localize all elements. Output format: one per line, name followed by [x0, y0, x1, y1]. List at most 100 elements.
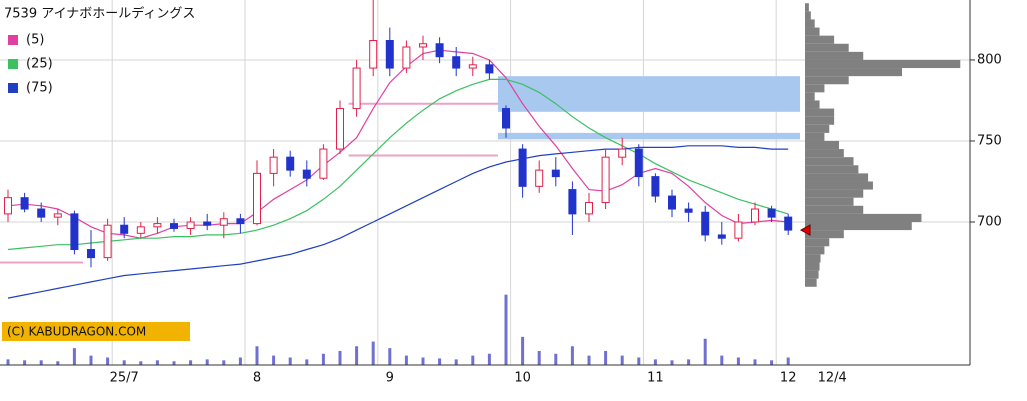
- candle-body: [53, 213, 62, 218]
- candle-body: [37, 208, 46, 218]
- profile-bar: [805, 27, 820, 36]
- candle-body: [219, 218, 228, 226]
- volume-bar: [537, 350, 541, 365]
- x-tick-label: 25/7: [110, 371, 139, 386]
- candle-body: [618, 148, 627, 158]
- candle-body: [253, 172, 261, 225]
- labels-layer: 700 750 800 25/7 8 9 10 11 12 12/4 (5) (25) (75): [8, 33, 1002, 386]
- candle-body: [601, 156, 610, 204]
- y-tick-label: 800: [977, 52, 1002, 67]
- candle-body: [634, 148, 643, 178]
- candle-body: [369, 40, 378, 69]
- candle-layer: [4, 0, 793, 268]
- volume-bar: [39, 360, 43, 365]
- candle-body: [767, 208, 776, 218]
- profile-bar: [805, 124, 830, 133]
- volume-bar: [321, 353, 325, 365]
- volume-bar: [604, 350, 608, 365]
- profile-bar: [805, 140, 839, 150]
- profile-bar: [805, 92, 815, 101]
- volume-bar: [786, 357, 790, 365]
- volume-bar: [56, 361, 60, 365]
- profile-bar: [805, 68, 903, 77]
- volume-bar: [106, 357, 110, 365]
- profile-bar: [805, 173, 869, 182]
- profile-bar: [805, 84, 825, 93]
- legend-label: (25): [26, 57, 53, 72]
- zones-layer: [0, 3, 961, 287]
- volume-bar: [355, 346, 359, 365]
- volume-bar: [471, 355, 475, 365]
- volume-bar: [521, 336, 525, 365]
- volume-bar: [687, 359, 691, 365]
- volume-bar: [753, 359, 757, 365]
- candle-body: [518, 148, 527, 187]
- x-tick-label: 12: [780, 371, 797, 386]
- volume-bar: [504, 294, 508, 365]
- profile-bar: [805, 189, 864, 198]
- candle-body: [485, 64, 494, 74]
- chart-title: 7539 アイナボホールディングス: [4, 6, 195, 22]
- candle-body: [668, 195, 676, 210]
- x-tick-label: 11: [647, 371, 664, 386]
- volume-bar: [255, 346, 259, 365]
- volume-bar: [620, 355, 624, 365]
- legend-swatch: [8, 35, 18, 45]
- legend-swatch: [8, 83, 18, 93]
- volume-layer: [6, 294, 790, 365]
- profile-bar: [805, 3, 809, 12]
- profile-bar: [805, 197, 854, 206]
- volume-bar: [222, 360, 226, 365]
- volume-bar: [205, 359, 209, 365]
- legend-label: (5): [26, 33, 44, 48]
- y-tick-label: 750: [977, 133, 1002, 148]
- volume-bar: [23, 360, 27, 365]
- profile-bar: [805, 116, 835, 125]
- ma-line: [7, 145, 789, 299]
- candle-body: [419, 43, 427, 48]
- candle-body: [153, 223, 162, 228]
- volume-bar: [6, 359, 10, 365]
- candle-body: [385, 40, 394, 69]
- last-price-marker: [799, 224, 811, 236]
- profile-bar: [805, 230, 844, 239]
- profile-bar: [805, 149, 844, 158]
- profile-bar: [805, 238, 830, 247]
- volume-bar: [189, 360, 193, 365]
- profile-bar: [805, 11, 811, 20]
- volume-bar: [288, 357, 292, 365]
- profile-bar: [805, 76, 849, 85]
- ma-line: [7, 49, 789, 239]
- candle-body: [352, 67, 361, 110]
- x-tick-label: 9: [386, 371, 394, 386]
- volume-bar: [89, 355, 93, 365]
- candle-body: [435, 43, 444, 58]
- x-last-date: 12/4: [818, 371, 847, 386]
- candle-body: [468, 64, 477, 69]
- candle-body: [302, 169, 311, 179]
- candle-body: [734, 221, 743, 239]
- x-tick-label: 10: [514, 371, 531, 386]
- profile-bar: [805, 59, 961, 69]
- candle-body: [269, 156, 278, 174]
- volume-bar: [155, 360, 159, 365]
- price-zone: [498, 76, 800, 112]
- volume-bar: [653, 359, 657, 365]
- profile-bar: [805, 157, 854, 166]
- volume-bar: [487, 353, 491, 365]
- volume-bar: [587, 355, 591, 365]
- volume-bar: [703, 338, 707, 365]
- ma-line: [7, 78, 789, 251]
- profile-bar: [805, 19, 815, 28]
- candle-body: [336, 108, 344, 150]
- volume-bar: [272, 355, 276, 365]
- copyright: (C) KABUDRAGON.COM: [7, 325, 146, 339]
- candle-body: [186, 221, 195, 229]
- candle-body: [551, 169, 560, 178]
- profile-bar: [805, 108, 835, 117]
- candle-body: [319, 148, 328, 179]
- volume-bar: [554, 353, 558, 365]
- volume-bar: [421, 357, 425, 365]
